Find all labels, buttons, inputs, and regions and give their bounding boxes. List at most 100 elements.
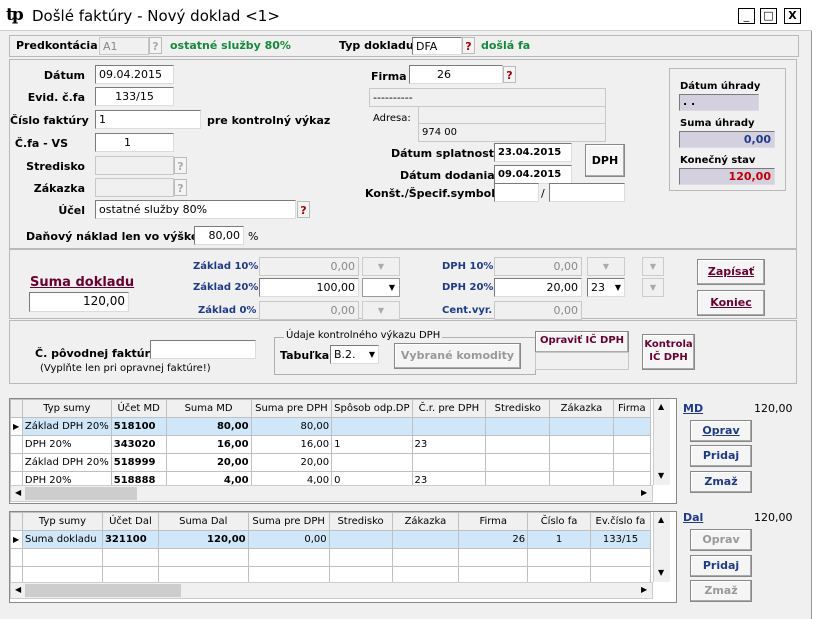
md-cell[interactable]: 80,00 <box>250 417 333 436</box>
dal-cell[interactable]: 321100 <box>101 530 159 549</box>
dph10-input[interactable]: 0,00 <box>494 257 582 276</box>
vybrane-komodity-button[interactable]: Vybrané komodity <box>394 343 521 369</box>
md-header-cell[interactable]: Suma MD <box>165 399 252 418</box>
danovy-naklad-input[interactable]: 80,00 <box>194 226 244 245</box>
zaklad20-input[interactable]: 100,00 <box>259 278 359 297</box>
dph-button[interactable]: DPH <box>585 144 625 177</box>
dal-row[interactable]: ▶ Suma dokladu 321100 120,00 0,00 26 1 1… <box>10 530 652 549</box>
dal-cell[interactable] <box>247 548 330 567</box>
dph20-code-select[interactable]: 23 ▼ <box>587 278 625 297</box>
dal-cell[interactable]: 120,00 <box>157 530 249 549</box>
typ-dokladu-input[interactable]: DFA <box>412 37 462 55</box>
md-row[interactable]: ▶ Základ DPH 20% 518100 80,00 80,00 <box>10 417 652 436</box>
scroll-right-icon[interactable]: ▶ <box>641 585 648 594</box>
dodania-input[interactable]: 09.04.2015 <box>494 165 572 184</box>
dal-row[interactable] <box>10 548 652 567</box>
dal-cell[interactable]: 26 <box>458 530 529 549</box>
close-button[interactable]: X <box>784 8 801 24</box>
md-row[interactable]: DPH 20% 343020 16,00 16,00 1 23 <box>10 435 652 454</box>
koniec-button[interactable]: Koniec <box>697 290 765 316</box>
zakazka-input[interactable] <box>95 178 174 197</box>
dal-cell[interactable] <box>391 548 460 567</box>
md-cell[interactable] <box>485 453 551 472</box>
scroll-left-icon[interactable]: ◀ <box>15 585 22 594</box>
md-cell[interactable]: 20,00 <box>165 453 252 472</box>
md-cell[interactable]: 16,00 <box>250 435 333 454</box>
md-cell[interactable]: 518100 <box>110 417 167 436</box>
dal-oprav-button[interactable]: Oprav <box>690 529 752 551</box>
zaklad0-input[interactable]: 0,00 <box>259 301 359 320</box>
dph10-dropdown[interactable]: ▼ <box>587 257 625 276</box>
scroll-up-icon[interactable]: ▲ <box>658 515 665 524</box>
md-oprav-button[interactable]: Oprav <box>690 420 752 442</box>
dph20-extra-dropdown[interactable]: ▼ <box>642 278 664 297</box>
vs-input[interactable]: 1 <box>95 133 174 152</box>
dph10-extra-dropdown[interactable]: ▼ <box>642 257 664 276</box>
splatnost-input[interactable]: 23.04.2015 <box>494 143 572 162</box>
dal-zmaz-button[interactable]: Zmaž <box>690 580 752 602</box>
suma-dokladu-input[interactable]: 120,00 <box>29 292 129 312</box>
md-cell[interactable] <box>331 453 413 472</box>
dal-cell[interactable] <box>391 530 460 549</box>
md-cell[interactable] <box>549 417 614 436</box>
scroll-up-icon[interactable]: ▲ <box>658 402 665 411</box>
predkontacia-lookup-icon[interactable]: ? <box>149 37 162 54</box>
md-cell[interactable] <box>612 453 652 472</box>
md-header-cell[interactable]: Stredisko <box>485 399 551 418</box>
maximize-button[interactable]: □ <box>760 8 777 24</box>
md-cell[interactable]: Základ DPH 20% <box>21 453 112 472</box>
dal-cell[interactable] <box>157 548 249 567</box>
specif-symbol-input[interactable] <box>549 183 625 202</box>
md-scroll-thumb[interactable] <box>25 487 137 500</box>
md-cell[interactable] <box>411 417 487 436</box>
md-cell[interactable] <box>549 453 614 472</box>
opravit-ic-dph-button[interactable]: Opraviť IČ DPH <box>535 331 629 353</box>
firma-lookup-icon[interactable]: ? <box>503 66 516 83</box>
predkontacia-input[interactable]: A1 <box>99 37 149 55</box>
md-cell[interactable]: 80,00 <box>165 417 252 436</box>
stredisko-lookup-icon[interactable]: ? <box>174 157 187 174</box>
cislo-faktury-input[interactable]: 1 <box>95 110 201 129</box>
dal-header-cell[interactable]: Číslo fa <box>527 512 591 531</box>
md-cell[interactable] <box>612 417 652 436</box>
dal-horizontal-scrollbar[interactable]: ◀ ▶ <box>10 582 653 599</box>
firma-input[interactable]: 26 <box>409 65 503 84</box>
dal-pridaj-button[interactable]: Pridaj <box>690 555 752 577</box>
md-cell[interactable] <box>485 435 551 454</box>
dal-cell[interactable] <box>101 548 159 567</box>
dal-cell[interactable]: 1 <box>527 530 591 549</box>
md-cell[interactable] <box>411 453 487 472</box>
dal-vertical-scrollbar[interactable]: ▲ ▼ <box>653 512 670 582</box>
zaklad20-dropdown[interactable]: ▼ <box>362 278 400 297</box>
md-header-cell[interactable]: Firma <box>612 399 652 418</box>
povodna-faktura-input[interactable] <box>150 340 256 359</box>
md-cell[interactable] <box>331 417 413 436</box>
md-cell[interactable] <box>612 435 652 454</box>
dal-header-cell[interactable]: Účet Dal <box>101 512 159 531</box>
dal-row[interactable] <box>10 566 652 585</box>
md-zmaz-button[interactable]: Zmaž <box>690 471 752 493</box>
scroll-left-icon[interactable]: ◀ <box>15 488 22 497</box>
dal-cell[interactable] <box>458 548 529 567</box>
md-cell[interactable]: 20,00 <box>250 453 333 472</box>
kontrola-ic-dph-button[interactable]: Kontrola IČ DPH <box>642 334 695 370</box>
zapisat-button[interactable]: Zapísať <box>697 259 765 285</box>
dal-header-cell[interactable]: Suma pre DPH <box>247 512 330 531</box>
dal-header-cell[interactable]: Firma <box>458 512 529 531</box>
zaklad0-dropdown[interactable]: ▼ <box>362 301 400 320</box>
md-vertical-scrollbar[interactable]: ▲ ▼ <box>653 399 670 485</box>
md-row[interactable]: Základ DPH 20% 518999 20,00 20,00 <box>10 453 652 472</box>
dal-cell[interactable]: Suma dokladu <box>21 530 103 549</box>
md-header-cell[interactable]: Zákazka <box>549 399 614 418</box>
dal-header-cell[interactable]: Typ sumy <box>21 512 103 531</box>
stredisko-input[interactable] <box>95 156 174 175</box>
ucel-lookup-icon[interactable]: ? <box>297 201 310 218</box>
md-header-cell[interactable]: Typ sumy <box>21 399 112 418</box>
evid-input[interactable]: 133/15 <box>95 87 174 106</box>
dal-cell[interactable] <box>328 530 393 549</box>
dal-cell[interactable]: 133/15 <box>589 530 652 549</box>
md-cell[interactable]: DPH 20% <box>21 435 112 454</box>
md-pridaj-button[interactable]: Pridaj <box>690 445 752 467</box>
md-header-cell[interactable]: Č.r. pre DPH <box>411 399 487 418</box>
md-cell[interactable]: 1 <box>331 435 413 454</box>
